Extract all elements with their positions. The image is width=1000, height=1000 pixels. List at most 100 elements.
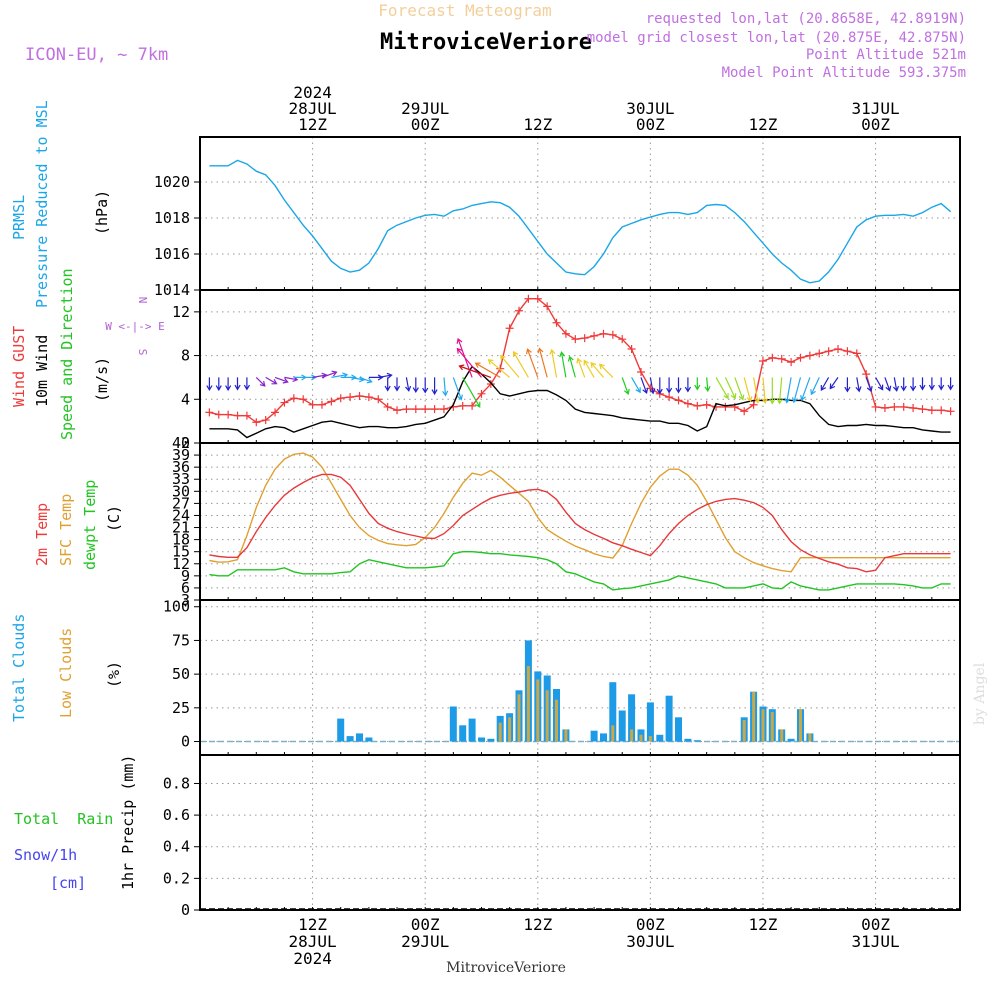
compass-s: S	[136, 349, 149, 356]
gust-marker	[308, 400, 317, 409]
gust-marker	[336, 394, 345, 403]
wind-arrow	[234, 377, 241, 391]
ytick-label-clouds: 25	[172, 699, 190, 717]
time-label-top: 30JUL	[626, 99, 674, 118]
low-cloud-bar	[780, 729, 784, 742]
wind-arrow	[378, 372, 393, 379]
wind-arrow	[820, 377, 830, 391]
point-altitude: Point Altitude 521m	[806, 47, 966, 63]
forecast-subtitle: Forecast Meteogram	[378, 1, 551, 20]
total-cloud-bar	[618, 710, 626, 742]
gust-marker	[299, 395, 308, 404]
low-cloud-bar	[517, 694, 521, 742]
gust-marker	[946, 407, 955, 416]
pressure-label-2: Pressure Reduced to MSL	[33, 100, 51, 308]
precip-label-cm: [cm]	[50, 874, 86, 892]
gust-marker	[430, 405, 439, 414]
gust-marker	[636, 367, 645, 376]
gust-marker	[890, 402, 899, 411]
gust-marker	[590, 331, 599, 340]
time-label-bottom: 12Z	[523, 915, 552, 934]
sfc-temp-line	[209, 452, 951, 573]
wind-arrow	[359, 376, 373, 384]
time-label-top: 00Z	[861, 115, 890, 134]
gust-marker	[214, 410, 223, 419]
wind-label-dir: Speed and Direction	[58, 268, 76, 440]
gust-marker	[815, 349, 824, 358]
precip-labels: Total Rain Snow/1h [cm] 1hr Precip (mm)	[14, 755, 137, 892]
wind-arrow	[900, 377, 907, 392]
low-cloud-bar	[545, 690, 549, 742]
t2m-line	[209, 473, 951, 573]
gust-marker	[880, 404, 889, 413]
gust-marker	[561, 329, 570, 338]
gust-marker	[280, 398, 289, 407]
time-label-bottom: 31JUL	[851, 932, 899, 951]
gust-marker	[740, 407, 749, 416]
time-label-top: 12Z	[298, 115, 327, 134]
gust-marker	[411, 405, 420, 414]
wind-arrow	[694, 377, 701, 391]
time-label-bottom: 00Z	[861, 915, 890, 934]
gust-marker	[261, 416, 270, 425]
gust-marker	[571, 335, 580, 344]
total-cloud-bar	[459, 725, 467, 742]
gust-marker	[524, 294, 533, 303]
time-label-bottom: 12Z	[298, 915, 327, 934]
low-cloud-bar	[799, 709, 802, 742]
ytick-label-temperature: 24	[172, 506, 190, 524]
wind-arrow	[412, 377, 419, 394]
wind-arrow	[405, 377, 412, 392]
gust-marker	[721, 402, 730, 411]
wind-arrow	[784, 377, 792, 404]
wind-arrow	[321, 370, 338, 378]
wind-arrow	[800, 377, 811, 402]
wind-arrow	[649, 377, 656, 395]
low-cloud-bar	[808, 733, 812, 742]
panel-frame-clouds	[199, 599, 961, 756]
ytick-label-temperature: 27	[172, 494, 190, 512]
gust-marker	[834, 345, 843, 354]
total-cloud-bar	[609, 682, 617, 742]
time-label-top: 31JUL	[851, 99, 899, 118]
compass-we: W <-|-> E	[105, 320, 165, 333]
wind-label-10m: 10m Wind	[33, 335, 51, 407]
wind-arrow	[865, 377, 873, 393]
gust-marker	[327, 397, 336, 406]
time-label-top: 00Z	[411, 115, 440, 134]
low-cloud-bar	[639, 734, 643, 742]
low-cloud-bar	[752, 691, 756, 742]
precip-label-snow: Snow/1h	[14, 846, 77, 864]
wind-arrow	[640, 377, 649, 394]
ytick-label-temperature: 39	[172, 446, 190, 464]
wind-arrow	[704, 377, 711, 393]
total-cloud-bar	[787, 738, 795, 742]
gust-marker	[289, 394, 298, 403]
temp-label-2m: 2m Temp	[33, 503, 51, 566]
watermark: by Angel	[972, 662, 988, 725]
time-label-bottom: 2024	[293, 949, 332, 968]
gust-marker	[918, 405, 927, 414]
gust-marker	[515, 306, 524, 315]
gust-marker	[871, 402, 880, 411]
total-cloud-bar	[675, 717, 682, 742]
wind-arrow	[559, 351, 567, 378]
gust-marker	[627, 345, 636, 354]
wind-arrow	[791, 377, 802, 404]
ytick-label-temperature: 6	[181, 579, 190, 597]
total-cloud-bar	[346, 736, 354, 742]
model-name: ICON-EU, ~ 7km	[25, 45, 168, 65]
ytick-label-precip: 0.6	[163, 806, 190, 824]
gust-marker	[674, 396, 683, 405]
wind-arrow	[431, 377, 438, 396]
total-cloud-bar	[487, 738, 495, 742]
time-label-top: 00Z	[636, 115, 665, 134]
closest-coords: model grid closest lon,lat (20.875E, 42.…	[587, 30, 966, 46]
low-cloud-bar	[761, 709, 765, 742]
low-cloud-bar	[648, 736, 652, 742]
wind-arrow	[442, 377, 449, 397]
time-label-top: 29JUL	[401, 99, 449, 118]
ytick-label-temperature: 3	[181, 591, 190, 609]
time-label-top: 28JUL	[289, 99, 337, 118]
wind-arrow	[919, 377, 926, 391]
